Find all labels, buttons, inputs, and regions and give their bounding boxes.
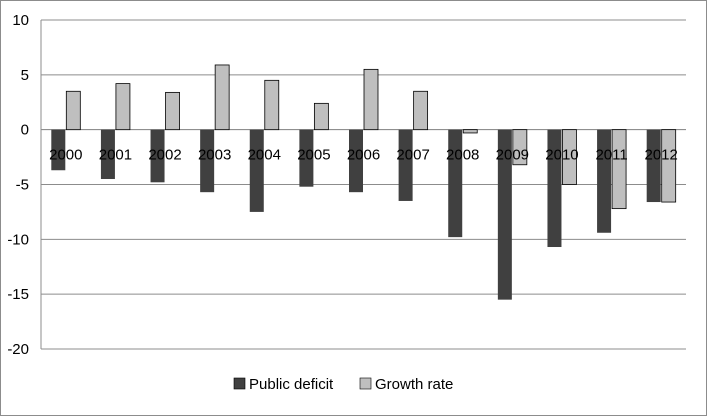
x-tick-label: 2003 <box>198 147 231 164</box>
x-tick-label: 2000 <box>49 147 82 164</box>
bar-public-deficit <box>448 129 463 238</box>
bar-growth-rate <box>661 129 677 203</box>
x-tick-label: 2008 <box>446 147 479 164</box>
bar-public-deficit <box>249 129 264 212</box>
bar-public-deficit <box>51 129 66 171</box>
y-axis-tick-labels: 10 5 0 -5 -10 -15 -20 <box>7 12 29 358</box>
bars <box>51 64 677 300</box>
y-tick-label: -20 <box>7 341 29 358</box>
legend-swatch-growth-rate <box>359 377 372 390</box>
bar-growth-rate <box>115 83 131 131</box>
bar-public-deficit <box>547 129 562 248</box>
gridlines <box>40 19 686 350</box>
legend: Public deficit Growth rate <box>233 376 453 393</box>
x-tick-label: 2009 <box>496 147 529 164</box>
x-tick-label: 2001 <box>99 147 132 164</box>
legend-swatch-public-deficit <box>233 377 246 390</box>
bar-public-deficit <box>398 129 413 201</box>
x-tick-label: 2002 <box>148 147 181 164</box>
y-tick-label: -15 <box>7 286 29 303</box>
x-tick-label: 2004 <box>248 147 281 164</box>
bar-growth-rate <box>264 79 280 131</box>
bar-public-deficit <box>200 129 215 193</box>
legend-label-public-deficit: Public deficit <box>249 376 334 393</box>
bar-public-deficit <box>497 129 512 300</box>
bar-public-deficit <box>299 129 314 187</box>
bar-growth-rate <box>363 68 379 131</box>
legend-label-growth-rate: Growth rate <box>375 376 453 393</box>
bar-growth-rate <box>65 90 81 131</box>
y-tick-label: 5 <box>21 67 29 84</box>
bar-growth-rate <box>512 129 528 166</box>
x-tick-label: 2005 <box>297 147 330 164</box>
bar-growth-rate <box>165 91 180 131</box>
bar-growth-rate <box>562 129 577 185</box>
bar-growth-rate <box>462 129 478 134</box>
bar-growth-rate <box>611 129 627 210</box>
bar-public-deficit <box>646 129 661 203</box>
x-tick-label: 2010 <box>545 147 578 164</box>
bar-public-deficit <box>597 129 612 233</box>
bar-growth-rate <box>214 64 230 131</box>
x-axis-tick-labels: 2000 2001 2002 2003 2004 2005 2006 2007 2008 2009… <box>49 147 678 164</box>
y-tick-label: -10 <box>7 231 29 248</box>
y-tick-label: 10 <box>12 12 29 29</box>
y-tick-label: -5 <box>16 177 29 194</box>
bar-public-deficit <box>150 129 165 183</box>
bar-public-deficit <box>100 129 115 180</box>
x-tick-label: 2006 <box>347 147 380 164</box>
x-tick-label: 2012 <box>645 147 678 164</box>
x-tick-label: 2011 <box>595 147 627 164</box>
bar-public-deficit <box>349 129 363 193</box>
y-tick-label: 0 <box>21 122 29 139</box>
bar-growth-rate <box>313 102 329 131</box>
x-tick-label: 2007 <box>396 147 429 164</box>
bar-growth-rate <box>413 90 429 131</box>
